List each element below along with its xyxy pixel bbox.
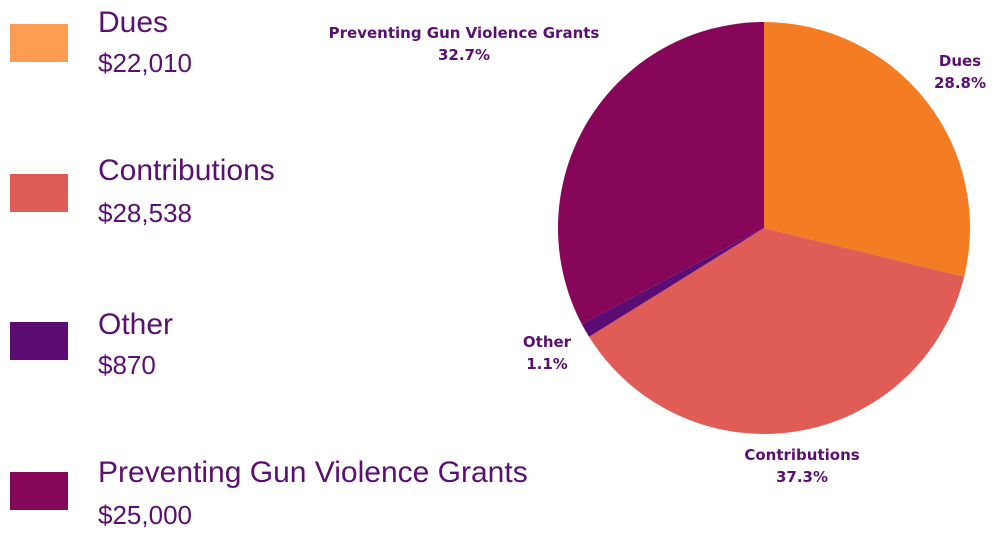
slice-percent-dues: 28.8% <box>934 74 986 92</box>
slice-label-grants: Preventing Gun Violence Grants <box>329 24 600 42</box>
legend-swatch-dues <box>10 24 68 62</box>
slice-label-dues: Dues <box>939 52 981 70</box>
legend-swatch-contributions <box>10 174 68 212</box>
legend-value-contributions: $28,538 <box>98 198 192 228</box>
legend-value-dues: $22,010 <box>98 48 192 78</box>
legend-value-grants: $25,000 <box>98 500 192 530</box>
pie-slice-other <box>581 228 764 337</box>
pie-slice-contributions <box>589 228 965 435</box>
legend-label-grants: Preventing Gun Violence Grants <box>98 456 528 489</box>
pie-slice-grants <box>558 22 764 324</box>
legend: Dues $22,010 Contributions $28,538 Other… <box>10 0 610 531</box>
legend-label-other: Other <box>98 308 174 341</box>
slice-label-other: Other <box>523 333 572 351</box>
legend-item-dues: Dues $22,010 <box>10 4 610 84</box>
legend-label-contributions: Contributions <box>98 154 275 187</box>
slice-percent-contributions: 37.3% <box>776 468 828 486</box>
slice-percent-grants: 32.7% <box>438 46 490 64</box>
legend-swatch-other <box>10 322 68 360</box>
legend-item-other: Other $870 <box>10 304 610 384</box>
legend-swatch-grants <box>10 472 68 510</box>
legend-value-other: $870 <box>98 350 156 380</box>
slice-percent-other: 1.1% <box>526 355 568 373</box>
legend-item-grants: Preventing Gun Violence Grants $25,000 <box>10 454 610 534</box>
slice-label-contributions: Contributions <box>744 446 859 464</box>
legend-item-contributions: Contributions $28,538 <box>10 154 610 234</box>
pie-slice-dues <box>764 22 970 277</box>
legend-label-dues: Dues <box>98 6 169 39</box>
